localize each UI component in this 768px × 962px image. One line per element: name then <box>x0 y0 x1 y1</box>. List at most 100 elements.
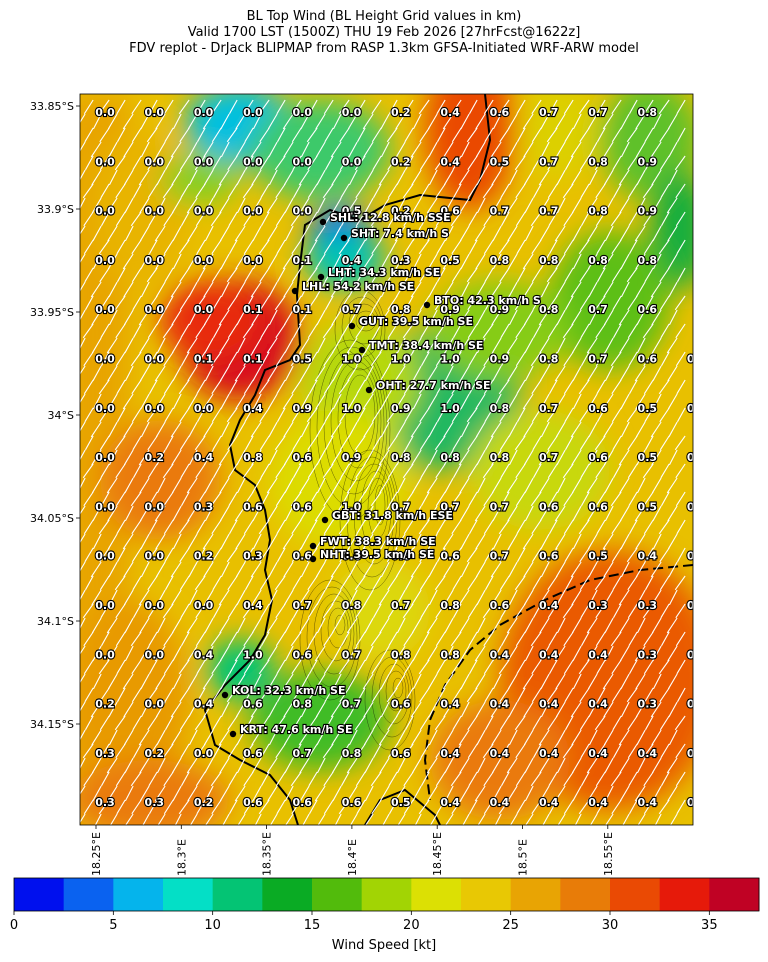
grid-value: 0.4 <box>243 599 263 612</box>
station-label: KOL: 32.3 km/h SE <box>232 684 345 697</box>
lon-tick-label: 18.45°E <box>431 832 444 876</box>
bl-height-grid-values: 0.0 0.0 0.0 0.0 0.0 0.0 0.2 0.4 0.6 0.7 0.7 0.8 0.0 0… <box>94 105 707 810</box>
map-title-line-1: BL Top Wind (BL Height Grid values in km… <box>246 9 522 24</box>
grid-value: 0.0 <box>292 106 312 119</box>
grid-value: 0.4 <box>588 747 608 760</box>
grid-value: 0.8 <box>490 402 510 415</box>
grid-value: 0.6 <box>391 550 411 563</box>
grid-value: 0.7 <box>292 599 312 612</box>
grid-value: 0.3 <box>391 254 411 267</box>
grid-value: 0.5 <box>440 254 460 267</box>
station-dot <box>340 234 348 242</box>
grid-value: 0.6 <box>243 796 263 809</box>
station-label: BTO: 42.3 km/h S <box>434 294 541 307</box>
colorbar-swatch <box>163 878 214 911</box>
colorbar-swatch <box>262 878 313 911</box>
grid-value: 0.2 <box>145 747 165 760</box>
grid-value: 0.0 <box>95 353 115 366</box>
lat-tick-label: 34.15°S <box>30 718 74 731</box>
grid-value: 0.7 <box>490 550 510 563</box>
grid-value: 0.8 <box>490 451 510 464</box>
station-label: NHT: 39.5 km/h SE <box>320 548 434 561</box>
grid-value: 0.4 <box>342 254 362 267</box>
grid-value: 0.0 <box>194 747 214 760</box>
grid-value: 0.5 <box>638 500 658 513</box>
grid-value: 0.9 <box>292 402 312 415</box>
grid-value: 0.6 <box>588 500 608 513</box>
grid-value: 0.0 <box>145 353 165 366</box>
grid-value: 0.0 <box>243 155 263 168</box>
colorbar-tick-label: 25 <box>502 918 519 933</box>
plot-frame <box>79 93 694 826</box>
grid-value: 0.3 <box>638 698 658 711</box>
colorbar-label: Wind Speed [kt] <box>331 938 437 953</box>
grid-value: 0.7 <box>391 599 411 612</box>
grid-value: 0.9 <box>440 303 460 316</box>
grid-value: 0.0 <box>95 599 115 612</box>
colorbar-swatch <box>560 878 611 911</box>
grid-value: 0.0 <box>194 254 214 267</box>
grid-value: 1.0 <box>342 353 362 366</box>
grid-value: 0.4 <box>490 648 510 661</box>
grid-value: 0.0 <box>194 402 214 415</box>
grid-value: 0.0 <box>95 106 115 119</box>
grid-value: 0.7 <box>539 106 559 119</box>
wind-speed-field: 0.0 0.0 0.0 0.0 0.0 0.0 0.2 0.4 0.6 0.7 0.7 0.8 0.0 0… <box>80 94 707 825</box>
grid-value: 0.0 <box>292 155 312 168</box>
lat-tick-label: 33.85°S <box>30 100 74 113</box>
station-dot <box>221 691 229 699</box>
grid-value: 0.0 <box>194 155 214 168</box>
station-markers: SHL: 12.8 km/h SSE SHT: 7.4 km/h S LHT: 34… <box>221 210 542 738</box>
grid-value: 0.3 <box>687 796 707 809</box>
colorbar-swatch <box>510 878 561 911</box>
station-dot <box>358 346 366 354</box>
colorbar-tick-label: 5 <box>109 918 117 933</box>
grid-value: 0.7 <box>539 155 559 168</box>
colorbar-swatch <box>411 878 462 911</box>
colorbar-tick-label: 15 <box>304 918 321 933</box>
grid-value: 0.0 <box>342 155 362 168</box>
terrain-contours <box>299 289 416 751</box>
grid-value: 0.8 <box>638 254 658 267</box>
grid-value: 0.6 <box>342 550 362 563</box>
grid-value: 0.3 <box>588 599 608 612</box>
grid-value: 0.6 <box>292 550 312 563</box>
grid-value: 0.7 <box>539 451 559 464</box>
grid-value: 0.5 <box>588 550 608 563</box>
station-label: SHL: 12.8 km/h SSE <box>330 211 451 224</box>
grid-value: 0.0 <box>243 254 263 267</box>
grid-value: 0.6 <box>638 353 658 366</box>
grid-value: 1.0 <box>440 402 460 415</box>
grid-value: 0.5 <box>342 205 362 218</box>
grid-value: 0.0 <box>145 155 165 168</box>
grid-value: 0.4 <box>687 500 707 513</box>
colorbar-tick-label: 0 <box>10 918 18 933</box>
lon-tick-label: 18.4°E <box>346 839 359 876</box>
grid-value: 0.0 <box>145 402 165 415</box>
lon-tick-label: 18.25°E <box>90 832 103 876</box>
longitude-axis: 18.25°E 18.3°E 18.35°E 18.4°E 18.45°E 18.5°E 1… <box>90 825 615 876</box>
grid-value: 0.2 <box>687 550 707 563</box>
grid-value: 0.6 <box>687 353 707 366</box>
grid-value: 0.9 <box>342 451 362 464</box>
station-label: OHT: 27.7 km/h SE <box>376 379 491 392</box>
grid-value: 0.0 <box>194 599 214 612</box>
station-dot <box>317 273 325 281</box>
grid-value: 0.7 <box>391 500 411 513</box>
grid-value: 0.6 <box>539 550 559 563</box>
grid-value: 0.9 <box>490 353 510 366</box>
grid-value: 0.4 <box>194 698 214 711</box>
grid-value: 0.2 <box>391 106 411 119</box>
grid-value: 0.7 <box>342 648 362 661</box>
lon-tick-label: 18.3°E <box>175 839 188 876</box>
lat-tick-label: 34°S <box>48 409 74 422</box>
grid-value: 0.4 <box>490 796 510 809</box>
grid-value: 0.7 <box>539 205 559 218</box>
station-label: KRT: 47.6 km/h SE <box>240 723 353 736</box>
grid-value: 0.0 <box>194 106 214 119</box>
grid-value: 0.8 <box>588 254 608 267</box>
grid-value: 0.5 <box>391 796 411 809</box>
map-title-line-2: Valid 1700 LST (1500Z) THU 19 Feb 2026 [… <box>187 25 581 40</box>
grid-value: 0.1 <box>292 303 312 316</box>
grid-value: 0.6 <box>490 599 510 612</box>
